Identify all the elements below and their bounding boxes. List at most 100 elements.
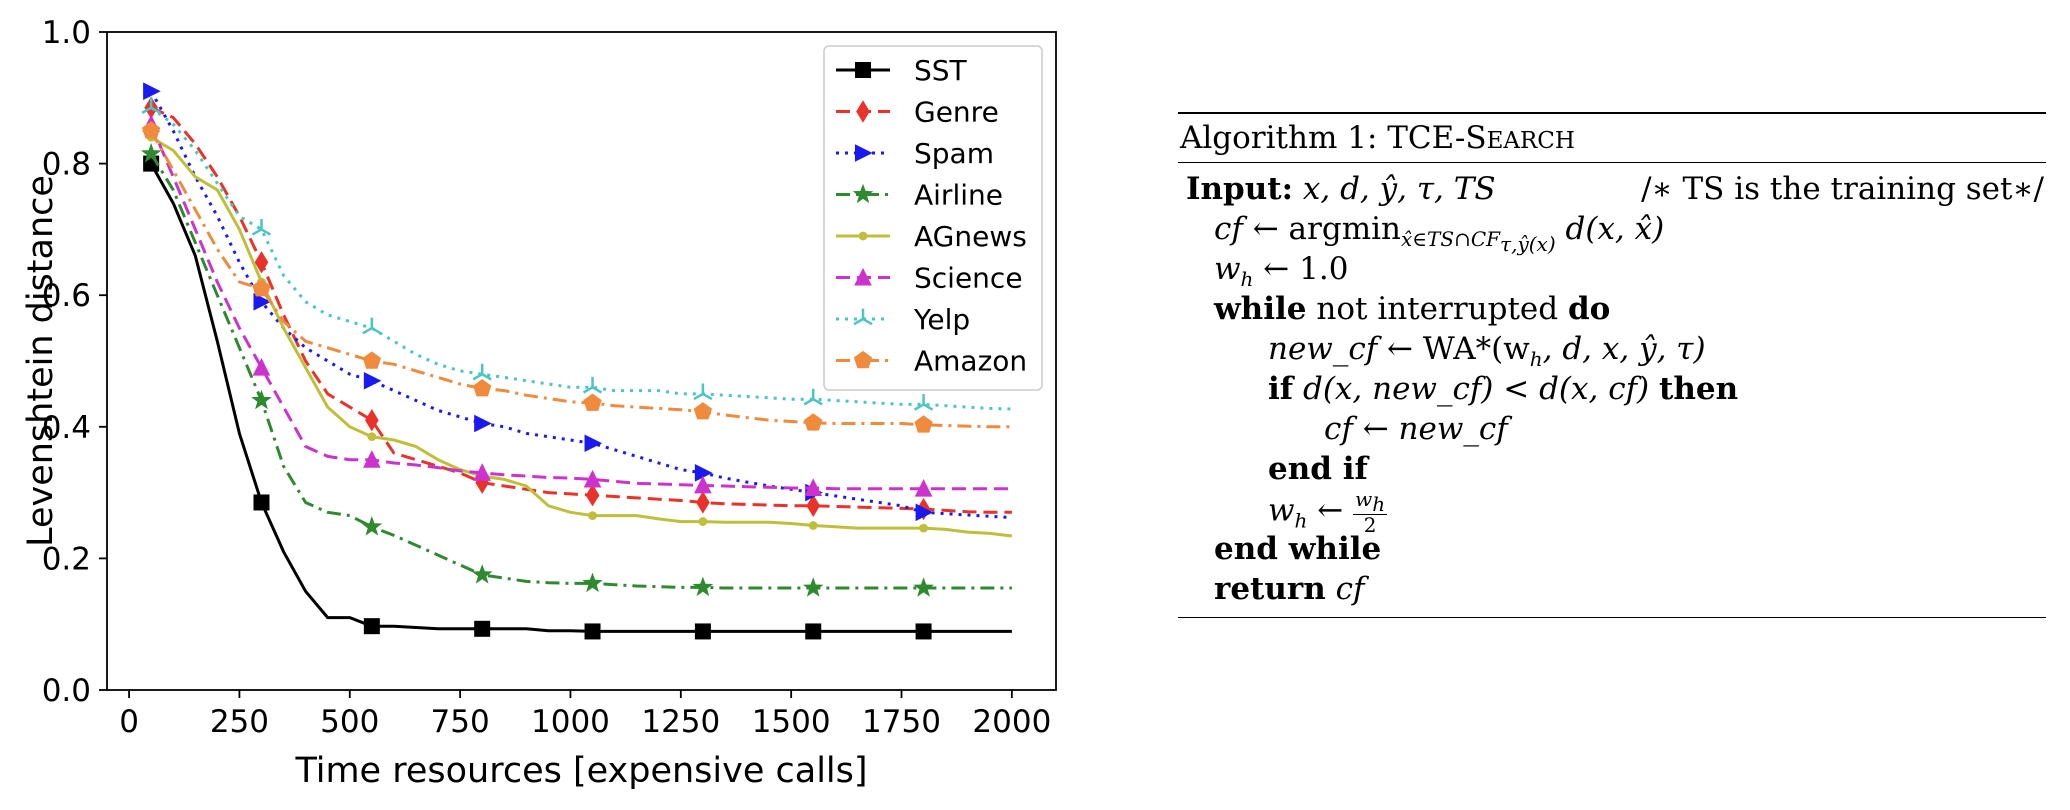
fraction-numerator-sub: h (1372, 492, 1386, 516)
data-point-airline (582, 572, 603, 593)
data-point-science (914, 479, 933, 497)
data-point-spam (474, 414, 492, 433)
data-point-airline (913, 577, 934, 597)
data-point-science (473, 463, 491, 481)
wh-halve-line: wh ← wh 2 (1186, 487, 2046, 535)
x-tick-label: 1000 (531, 704, 610, 740)
series-line-science (149, 123, 1012, 491)
legend-entry-sst: SST (836, 54, 968, 87)
cf-var: cf (1214, 211, 1243, 247)
data-point-yelp (251, 219, 272, 236)
data-point-genre (696, 491, 710, 514)
y-tick-label: 0.6 (42, 278, 91, 314)
legend-marker-genre (856, 100, 870, 123)
data-point-agnews (698, 517, 708, 526)
algorithm-body: Input: x, d, ŷ, τ, TS /∗ TS is the train… (1178, 163, 2046, 617)
data-point-amazon (583, 393, 602, 411)
y-tick-label: 0.2 (42, 541, 91, 577)
data-point-genre (254, 251, 269, 274)
legend-label-airline: Airline (914, 179, 1003, 212)
series-line-sst (149, 162, 1012, 633)
data-point-science (252, 357, 271, 376)
while-line: while not interrupted do (1186, 289, 2046, 329)
data-point-airline (692, 576, 714, 597)
data-point-spam (694, 464, 713, 482)
y-tick-label: 0.8 (42, 147, 91, 183)
cf-var: cf (1324, 411, 1353, 447)
wh-var: w (1214, 251, 1241, 287)
data-point-spam (584, 434, 603, 453)
legend-label-spam: Spam (914, 137, 994, 170)
algorithm-title-prefix: Algorithm 1: TCE- (1180, 120, 1466, 156)
legend-marker-yelp (853, 308, 873, 326)
while-keyword: while (1214, 291, 1307, 327)
data-point-amazon (473, 379, 492, 397)
endif-keyword: end if (1268, 451, 1368, 487)
fraction-numerator: wh (1353, 487, 1388, 516)
if-condition: d(x, new_cf) < d(x, cf) (1302, 371, 1650, 407)
data-point-yelp (582, 376, 603, 394)
series-line-amazon (149, 129, 1012, 429)
legend-entry-yelp: Yelp (836, 303, 970, 336)
x-tick-label: 0 (119, 704, 139, 740)
fraction-denominator: 2 (1363, 513, 1377, 537)
data-point-sst (915, 623, 932, 640)
legend-marker-spam (855, 144, 873, 162)
data-point-yelp (693, 383, 713, 401)
newcf-var: new_cf (1398, 411, 1508, 447)
series-spam (143, 82, 1012, 522)
series-amazon (142, 121, 1012, 433)
bottom-rule (1178, 617, 2046, 618)
wh-init-line: wh ← 1.0 (1186, 249, 2046, 291)
data-point-yelp (803, 388, 823, 406)
data-point-yelp (472, 363, 492, 381)
legend-label-yelp: Yelp (913, 303, 970, 336)
data-point-amazon (804, 413, 823, 431)
data-point-agnews (808, 521, 818, 530)
data-point-airline (803, 577, 824, 597)
return-value: cf (1335, 571, 1365, 607)
data-point-amazon (693, 402, 712, 420)
do-keyword: do (1567, 291, 1611, 327)
data-point-genre (365, 409, 379, 432)
data-point-yelp (913, 394, 934, 411)
y-tick-label: 0.0 (42, 673, 91, 709)
assign-arrow: ← (1252, 211, 1279, 247)
data-point-airline (361, 516, 383, 536)
x-tick-label: 1750 (862, 704, 941, 740)
data-point-yelp (141, 97, 161, 114)
data-point-genre (806, 494, 821, 517)
series-airline (140, 142, 1012, 597)
cf-update-line: cf ← new_cf (1186, 409, 2046, 449)
series-sst (143, 155, 1012, 640)
x-tick-label: 2000 (972, 704, 1051, 740)
x-tick-label: 1250 (641, 704, 720, 740)
data-point-science (694, 475, 712, 494)
y-tick-label: 1.0 (42, 15, 91, 51)
cf-init-line: cf ← argminx̂∈TS∩CFτ,ŷ(x) d(x, x̂) (1186, 209, 2046, 256)
data-point-sst (363, 618, 380, 635)
data-point-spam (363, 371, 382, 390)
fraction-numerator-var: w (1355, 487, 1373, 511)
legend-entry-amazon: Amazon (836, 345, 1027, 378)
assign-arrow: ← (1263, 251, 1290, 287)
newcf-var: new_cf (1268, 331, 1378, 367)
data-point-spam (253, 292, 272, 311)
data-point-airline (140, 142, 162, 163)
endif-line: end if (1186, 449, 2046, 489)
legend-label-sst: SST (914, 54, 968, 87)
input-comment: /∗ TS is the training set∗/ (1641, 171, 2044, 207)
if-line: if d(x, new_cf) < d(x, cf) then (1186, 369, 2046, 409)
legend-label-genre: Genre (914, 96, 999, 129)
data-point-sst (805, 623, 822, 640)
data-point-science (363, 450, 381, 468)
assign-arrow: ← (1362, 411, 1389, 447)
x-tick-label: 250 (210, 704, 269, 740)
legend-frame (823, 45, 1043, 391)
argmin-subsubscript: τ,ŷ(x) (1500, 232, 1556, 257)
wa-sub: h (1529, 347, 1543, 372)
wa-call-line: new_cf ← WA*(wh, d, x, ŷ, τ) (1186, 329, 2046, 372)
x-tick-label: 750 (431, 704, 490, 740)
data-point-spam (915, 503, 934, 522)
top-rule (1178, 112, 2046, 114)
